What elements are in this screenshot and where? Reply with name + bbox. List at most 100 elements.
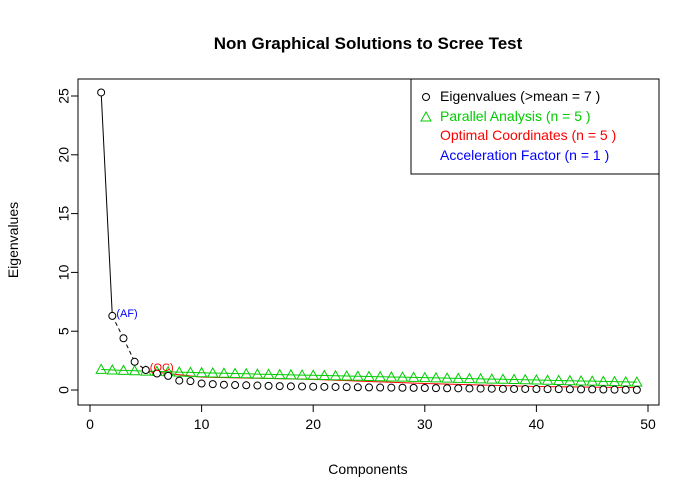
parallel-analysis-point <box>195 366 208 378</box>
parallel-analysis-point <box>307 369 320 380</box>
eigenvalue-point <box>175 376 184 385</box>
x-tick-label: 20 <box>305 416 321 432</box>
parallel-analysis-point <box>351 370 364 381</box>
parallel-analysis-point <box>173 366 186 377</box>
eigenvalue-point <box>565 385 574 394</box>
eigenvalue-point <box>632 385 641 394</box>
parallel-analysis-point <box>597 375 610 386</box>
parallel-analysis-point <box>374 370 387 382</box>
legend-entry: Optimal Coordinates (n = 5 ) <box>440 127 616 143</box>
eigenvalue-point <box>454 384 463 393</box>
parallel-analysis-point <box>262 368 275 379</box>
chart-title: Non Graphical Solutions to Scree Test <box>214 34 523 53</box>
parallel-analysis-point <box>564 374 576 386</box>
eigenvalue-point <box>498 384 507 393</box>
parallel-analysis-point <box>463 372 476 384</box>
x-tick-label: 30 <box>417 416 433 432</box>
eigenvalue-point <box>331 382 340 391</box>
eigenvalue-point <box>264 381 273 390</box>
y-tick-label: 20 <box>56 147 72 163</box>
parallel-analysis-point <box>340 369 353 381</box>
legend-entry: Parallel Analysis (n = 5 ) <box>440 108 591 124</box>
legend-marker-triangle <box>420 110 432 122</box>
parallel-analysis-point <box>251 368 264 379</box>
eigenvalue-point <box>286 382 295 391</box>
eigenvalue-point <box>186 377 195 386</box>
eigenvalue-point <box>487 384 496 393</box>
eigenvalue-point <box>588 385 597 394</box>
eigenvalue-point <box>108 311 117 320</box>
x-tick-label: 10 <box>194 416 210 432</box>
parallel-analysis-point <box>273 368 286 380</box>
parallel-analysis-point <box>117 364 130 375</box>
eigenvalue-point <box>577 385 586 394</box>
parallel-analysis-point <box>441 372 453 383</box>
parallel-analysis-point <box>497 373 509 384</box>
y-axis: 0 5 10 15 20 25 <box>56 88 79 394</box>
eigenvalue-point <box>309 382 318 391</box>
eigenvalue-point <box>152 369 161 378</box>
eigenvalue-point <box>610 385 619 394</box>
parallel-analysis-point <box>396 371 409 382</box>
eigenvalue-point <box>443 384 452 393</box>
x-axis-label: Components <box>328 461 407 477</box>
parallel-analysis-point <box>95 363 108 374</box>
parallel-analysis-line <box>101 368 637 383</box>
parallel-analysis-point <box>418 371 431 383</box>
eigenvalue-point <box>197 379 206 388</box>
plot-layer: (AF) (OC) <box>95 88 643 394</box>
eigenvalue-point <box>242 381 251 390</box>
parallel-analysis-point <box>575 374 587 386</box>
annotation-label: (AF) <box>116 308 137 320</box>
eigenvalue-point <box>353 383 362 392</box>
eigenvalue-point <box>387 383 396 392</box>
eigenvalue-point <box>141 366 150 375</box>
parallel-analysis-point <box>541 374 554 385</box>
eigenvalue-point <box>621 385 630 394</box>
parallel-analysis-point <box>363 370 375 381</box>
y-tick-label: 5 <box>56 327 72 335</box>
eigenvalue-point <box>409 383 418 392</box>
eigenvalue-point <box>510 384 519 393</box>
y-tick-label: 0 <box>56 386 72 394</box>
x-tick-label: 0 <box>86 416 94 432</box>
eigenvalue-point <box>376 383 385 392</box>
eigen-segment-af <box>100 92 113 316</box>
eigenvalue-point <box>420 384 429 393</box>
eigenvalue-point <box>253 381 262 390</box>
x-tick-label: 50 <box>640 416 656 432</box>
eigenvalue-point <box>164 371 173 380</box>
eigenvalue-point <box>554 385 563 394</box>
legend-marker-circle <box>422 93 430 101</box>
eigenvalue-point <box>543 385 552 394</box>
parallel-analysis-point <box>430 371 442 383</box>
y-axis-label: Eigenvalues <box>5 202 21 278</box>
parallel-analysis-point <box>552 374 565 385</box>
eigenvalue-point <box>532 385 541 394</box>
y-tick-label: 15 <box>56 206 72 222</box>
parallel-analysis-point <box>407 371 420 382</box>
legend-entry: Eigenvalues (>mean = 7 ) <box>440 88 600 104</box>
x-axis: 0 10 20 30 40 50 <box>86 404 656 432</box>
eigenvalue-point <box>119 334 128 343</box>
parallel-analysis-point <box>229 367 241 379</box>
eigenvalue-point <box>130 357 139 366</box>
parallel-analysis-point <box>508 373 520 385</box>
parallel-analysis-point <box>184 366 197 377</box>
legend-box <box>410 78 660 175</box>
parallel-analysis-point <box>106 363 119 375</box>
parallel-analysis-point <box>218 367 230 378</box>
eigenvalue-point <box>208 380 217 389</box>
eigenvalue-point <box>398 383 407 392</box>
annotation-label: (OC) <box>150 362 174 374</box>
parallel-analysis-point <box>485 373 498 384</box>
parallel-analysis-point <box>586 375 599 386</box>
eigenvalue-point <box>231 381 240 390</box>
parallel-analysis-point <box>519 373 532 385</box>
eigenvalue-point <box>320 382 329 391</box>
legend: Eigenvalues (>mean = 7 ) Parallel Analysi… <box>410 78 660 175</box>
eigenvalue-point <box>476 384 485 393</box>
y-tick-label: 25 <box>56 88 72 104</box>
